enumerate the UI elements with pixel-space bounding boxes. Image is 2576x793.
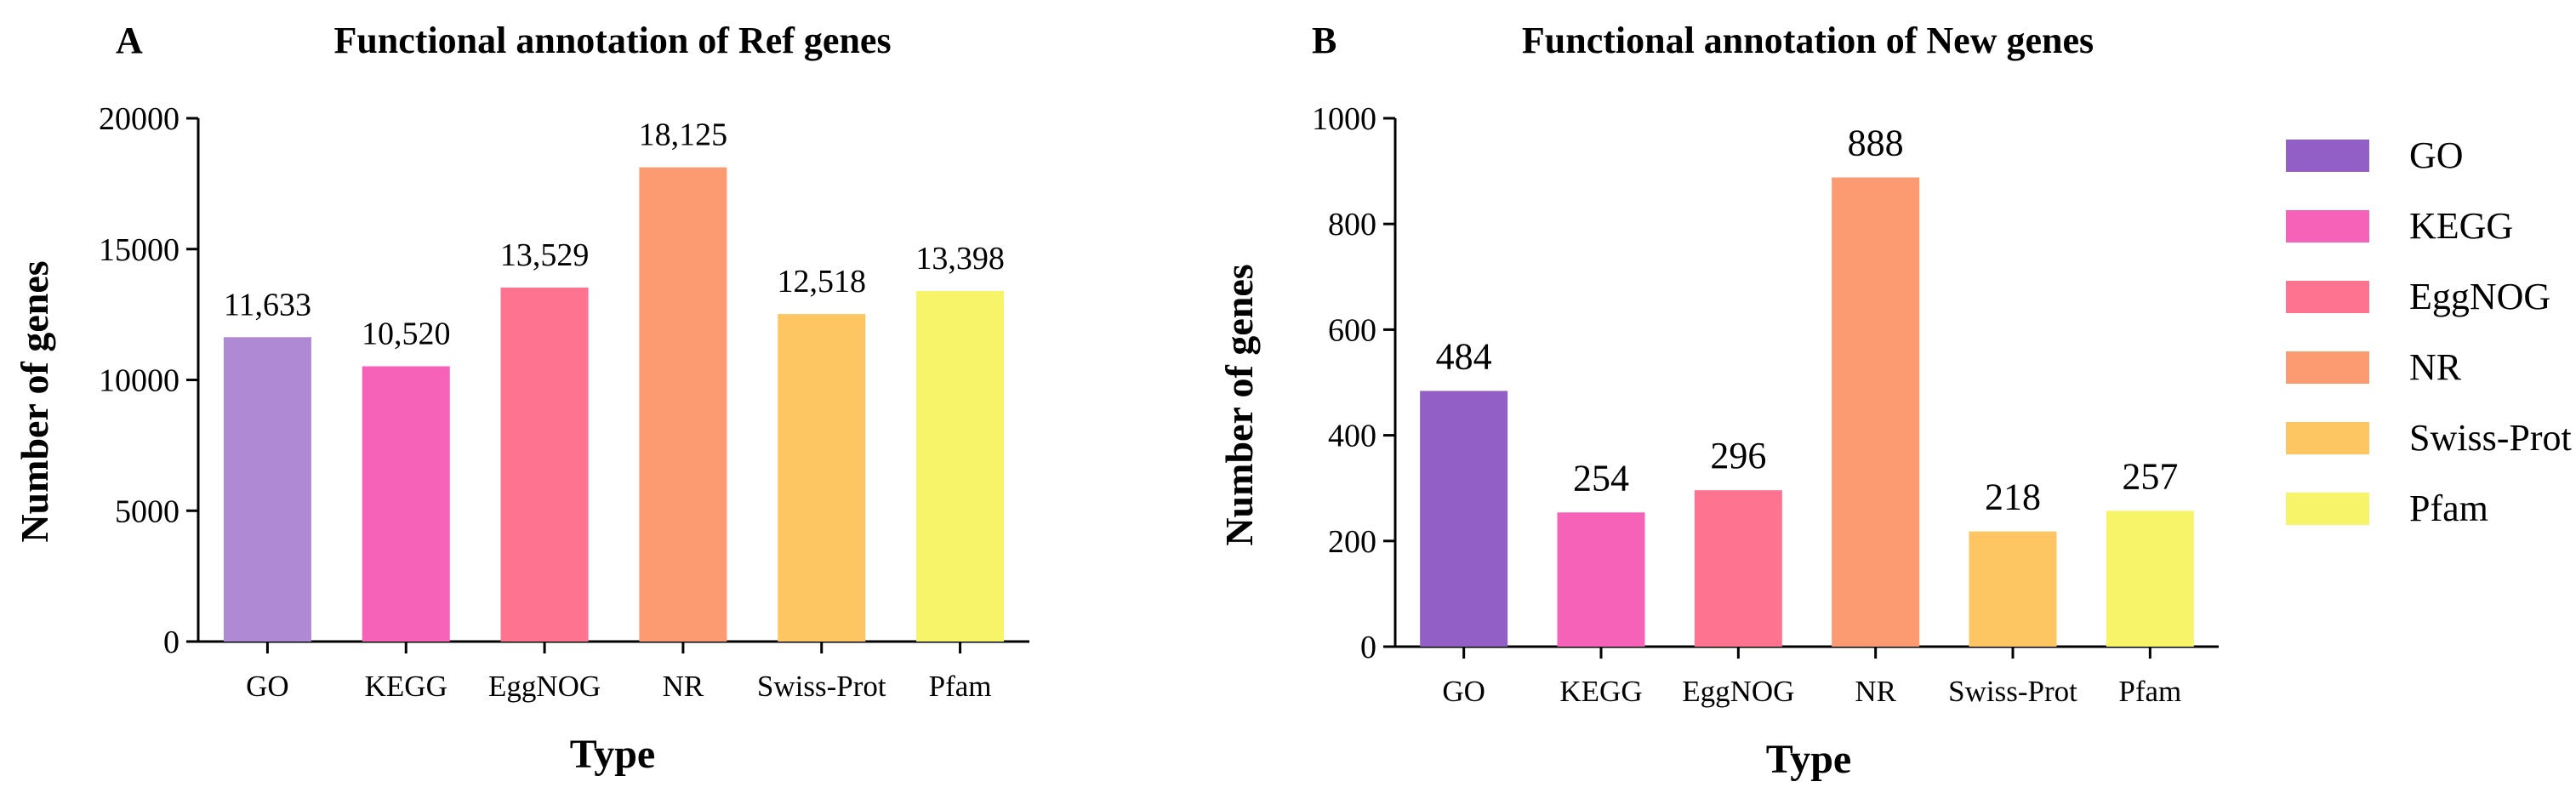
panel-b-y-tick-label: 1000 <box>1312 101 1376 137</box>
panel-b-y-tick-label: 0 <box>1360 630 1376 665</box>
legend-label: NR <box>2409 346 2462 388</box>
panel-a-category-label: Swiss-Prot <box>757 670 886 703</box>
panel-a-bar-go <box>223 337 311 642</box>
legend-swatch-swiss-prot <box>2286 422 2369 454</box>
panel-b-plot: 0 200 400 600 800 1000 484 GO 254 KEGG 296 EggNOG 88… <box>1312 101 2219 708</box>
panel-a-data-label: 13,529 <box>500 237 590 273</box>
panel-b-y-tick-label: 600 <box>1328 312 1376 348</box>
panel-a-y-tick-label: 20000 <box>99 101 180 137</box>
panel-b-y-axis-label: Number of genes <box>1217 264 1261 545</box>
legend-swatch-kegg <box>2286 210 2369 242</box>
panel-b-bar-swiss-prot <box>1969 531 2057 647</box>
panel-a-category-label: GO <box>246 670 289 703</box>
panel-a-data-label: 13,398 <box>915 241 1005 277</box>
panel-b-y-tick-label: 200 <box>1328 524 1376 560</box>
panel-b-bar-nr <box>1832 177 1920 647</box>
legend-swatch-go <box>2286 140 2369 172</box>
panel-b-category-label: KEGG <box>1559 675 1642 708</box>
panel-a-y-axis-label: Number of genes <box>13 260 56 542</box>
panel-a-bar-eggnog <box>500 287 589 642</box>
panel-a-bar-kegg <box>362 366 450 642</box>
panel-a-plot: 0 5000 10000 15000 20000 11,633 GO 10,520 KEGG 13… <box>99 101 1029 703</box>
panel-a-data-label: 18,125 <box>639 117 728 153</box>
panel-a-bar-pfam <box>916 291 1005 642</box>
panel-b-title: Functional annotation of New genes <box>1522 20 2094 61</box>
panel-b: B Functional annotation of New genes Num… <box>1217 20 2219 782</box>
panel-a-data-label: 11,633 <box>224 287 311 322</box>
panel-b-data-label: 257 <box>2122 455 2178 497</box>
panel-a: A Functional annotation of Ref genes Num… <box>13 20 1029 777</box>
legend-label: KEGG <box>2409 205 2513 247</box>
panel-b-category-label: NR <box>1855 675 1896 708</box>
panel-b-y-tick-label: 400 <box>1328 419 1376 454</box>
panel-a-bar-nr <box>639 167 727 642</box>
legend-label: Pfam <box>2409 488 2488 529</box>
panel-a-category-label: EggNOG <box>488 670 601 703</box>
panel-b-y-tick-label: 800 <box>1328 207 1376 242</box>
panel-b-data-label: 888 <box>1848 123 1904 164</box>
panel-a-data-label: 10,520 <box>362 317 451 352</box>
panel-a-letter: A <box>116 20 143 61</box>
panel-b-category-label: Pfam <box>2118 675 2181 708</box>
legend-swatch-pfam <box>2286 493 2369 525</box>
panel-a-y-tick-label: 15000 <box>99 232 180 268</box>
panel-b-bar-eggnog <box>1694 490 1782 647</box>
panel-a-y-tick-label: 10000 <box>99 363 180 399</box>
panel-a-bar-swiss-prot <box>778 314 866 642</box>
panel-b-bar-pfam <box>2106 511 2194 647</box>
legend-swatch-nr <box>2286 351 2369 384</box>
panel-a-title: Functional annotation of Ref genes <box>333 20 891 61</box>
panel-a-category-label: NR <box>663 670 704 703</box>
legend-label: Swiss-Prot <box>2409 417 2572 459</box>
panel-b-x-axis-label: Type <box>1766 737 1851 782</box>
panel-b-category-label: Swiss-Prot <box>1948 675 2077 708</box>
panel-b-letter: B <box>1312 20 1336 61</box>
panel-b-data-label: 254 <box>1573 457 1629 499</box>
legend-label: GO <box>2409 134 2464 176</box>
panel-a-data-label: 12,518 <box>778 264 867 300</box>
panel-b-data-label: 296 <box>1710 435 1766 476</box>
panel-b-category-label: EggNOG <box>1682 675 1794 708</box>
panel-b-data-label: 484 <box>1436 335 1492 377</box>
panel-b-category-label: GO <box>1442 675 1485 708</box>
legend-swatch-eggnog <box>2286 281 2369 313</box>
legend: GO KEGG EggNOG NR Swiss-Prot Pfam <box>2286 134 2572 529</box>
panel-a-category-label: KEGG <box>365 670 447 703</box>
panel-a-category-label: Pfam <box>929 670 992 703</box>
panel-b-bar-go <box>1420 391 1508 647</box>
panel-b-bar-kegg <box>1557 512 1645 647</box>
panel-b-data-label: 218 <box>1985 476 2041 518</box>
legend-label: EggNOG <box>2409 276 2550 317</box>
panel-a-y-tick-label: 0 <box>163 625 180 660</box>
panel-a-y-tick-label: 5000 <box>115 493 180 529</box>
panel-a-x-axis-label: Type <box>570 732 655 777</box>
